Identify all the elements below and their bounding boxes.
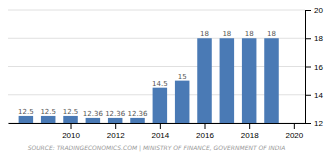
tick: 14 <box>305 91 323 100</box>
data-labels: 12.512.512.512.3612.3612.3614.5151818181… <box>18 30 276 118</box>
grid-line <box>8 10 305 11</box>
tick-mark <box>305 67 311 68</box>
data-label: 12.36 <box>105 110 126 118</box>
bar <box>175 81 190 123</box>
plot: 12.512.512.512.3612.3612.3614.5151818181… <box>8 6 323 140</box>
tick-mark <box>305 38 311 39</box>
tick-label: 12 <box>314 119 323 128</box>
data-label: 12.5 <box>18 108 34 116</box>
data-label: 18 <box>200 30 209 38</box>
tick-label: 2012 <box>107 131 125 140</box>
bar <box>41 116 56 123</box>
grid <box>8 10 305 123</box>
bar <box>130 118 145 123</box>
tick: 16 <box>305 63 323 72</box>
bar <box>19 116 34 123</box>
tick: 12 <box>305 119 323 128</box>
tick-mark <box>305 123 311 124</box>
tick-label: 2010 <box>62 131 80 140</box>
data-label: 18 <box>267 30 276 38</box>
tick-mark <box>294 123 295 129</box>
tick-label: 2014 <box>151 131 169 140</box>
bar <box>197 38 212 123</box>
chart: 12.512.512.512.3612.3612.3614.5151818181… <box>0 0 329 153</box>
tick: 2018 <box>241 123 259 140</box>
tick: 2010 <box>62 123 80 140</box>
bars <box>19 38 279 123</box>
tick-label: 2020 <box>285 131 303 140</box>
data-label: 18 <box>245 30 254 38</box>
tick-label: 16 <box>314 63 323 72</box>
tick: 20 <box>305 6 323 15</box>
y-axis: 12 14 16 18 20 <box>305 6 323 128</box>
tick-mark <box>305 10 311 11</box>
tick-label: 2018 <box>241 131 259 140</box>
tick-label: 18 <box>314 34 323 43</box>
bar <box>108 118 123 123</box>
tick: 2020 <box>285 123 303 140</box>
bar <box>242 38 257 123</box>
annotation: SOURCE: TRADINGECONOMICS.COM | MINISTRY … <box>28 144 286 152</box>
data-label: 12.5 <box>40 108 56 116</box>
tick-mark <box>160 123 161 129</box>
tick-label: 14 <box>314 91 323 100</box>
grid-line <box>8 38 305 39</box>
data-label: 12.36 <box>127 110 148 118</box>
tick-mark <box>71 123 72 129</box>
tick-label: 20 <box>314 6 323 15</box>
tick-mark <box>115 123 116 129</box>
data-label: 12.5 <box>63 108 79 116</box>
data-label: 18 <box>222 30 231 38</box>
tick: 2016 <box>196 123 214 140</box>
bar <box>153 88 168 123</box>
data-label: 12.36 <box>83 110 104 118</box>
tick: 2014 <box>151 123 169 140</box>
grid-line <box>8 66 305 67</box>
bar <box>86 118 101 123</box>
x-axis: 2010 2012 2014 2016 2018 2020 <box>9 123 306 140</box>
data-label: 15 <box>178 73 187 81</box>
bar <box>264 38 279 123</box>
tick-mark <box>249 123 250 129</box>
tick: 18 <box>305 34 323 43</box>
bar <box>63 116 78 123</box>
bar <box>220 38 235 123</box>
data-label: 14.5 <box>152 80 168 88</box>
tick: 2012 <box>107 123 125 140</box>
axis-line <box>9 123 306 124</box>
tick-mark <box>305 95 311 96</box>
tick-mark <box>205 123 206 129</box>
tick-label: 2016 <box>196 131 214 140</box>
